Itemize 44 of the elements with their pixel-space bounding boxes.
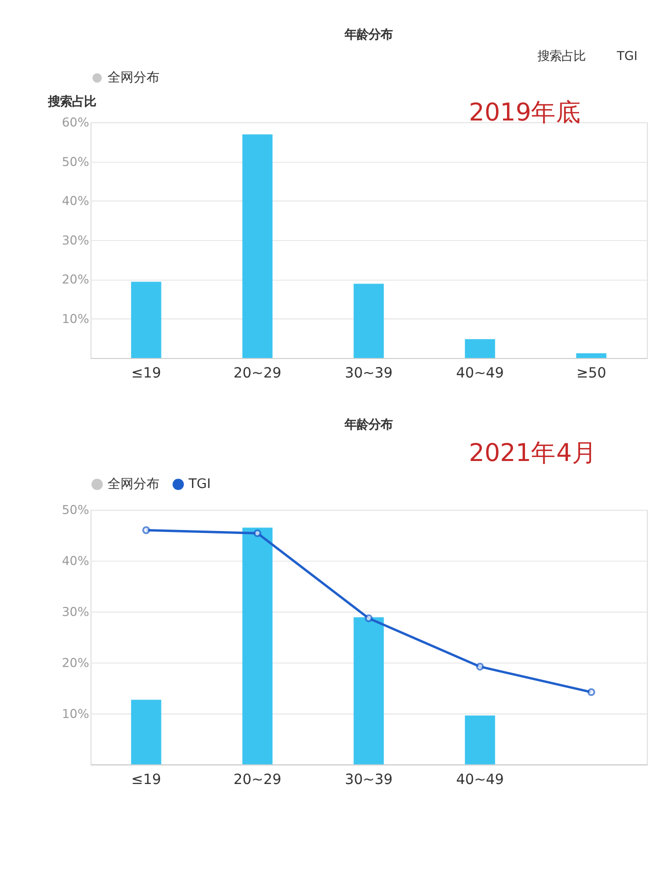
text: TGI — [616, 48, 638, 63]
bar — [464, 716, 496, 764]
bar — [242, 134, 273, 358]
legend-label: TGI — [188, 477, 211, 492]
y-tick-label: 50% — [62, 154, 90, 169]
x-tick-label: 20~29 — [234, 365, 282, 382]
bar — [131, 282, 162, 358]
y-tick-label: 30% — [62, 604, 90, 619]
y-tick-label: 10% — [62, 312, 90, 326]
chart-title: 年龄分布 — [344, 418, 393, 432]
x-tick-label: 40~49 — [456, 365, 504, 382]
point — [254, 529, 262, 538]
y-tick-label: 20% — [62, 272, 90, 287]
bar — [354, 617, 384, 764]
text: 搜索占比 — [538, 48, 586, 63]
point — [587, 688, 596, 696]
y-tick-label: 50% — [62, 503, 90, 518]
x-tick-label: 20~29 — [234, 772, 282, 788]
y-tick-label: 40% — [62, 194, 90, 208]
bar — [354, 284, 384, 358]
chart-title: 年龄分布 — [344, 27, 393, 42]
annotation: 2019年底 — [468, 97, 582, 126]
y-tick-label: 20% — [62, 656, 90, 670]
point — [142, 526, 150, 534]
y-tick-label: 10% — [62, 706, 90, 721]
point — [476, 662, 484, 671]
legend-label: 全网分布 — [108, 477, 160, 492]
y-tick-label: 40% — [62, 554, 90, 568]
x-tick-label: ≤19 — [131, 772, 162, 788]
bar — [131, 700, 162, 764]
text: 2021年4月 — [468, 438, 597, 467]
x-tick-label: ≤19 — [131, 365, 162, 382]
bar — [576, 353, 606, 358]
y-tick-label: 30% — [62, 233, 90, 248]
bar — [464, 339, 496, 358]
legend-label: 全网分布 — [108, 70, 160, 86]
y-axis-title: 搜索占比 — [47, 94, 96, 108]
y-tick-label: 60% — [62, 115, 90, 130]
x-tick-label: ≥50 — [576, 365, 606, 382]
x-tick-label: 30~39 — [344, 772, 393, 788]
bar — [242, 528, 273, 764]
x-tick-label: 30~39 — [344, 365, 393, 382]
x-tick-label: 40~49 — [456, 772, 504, 788]
point — [364, 614, 373, 622]
